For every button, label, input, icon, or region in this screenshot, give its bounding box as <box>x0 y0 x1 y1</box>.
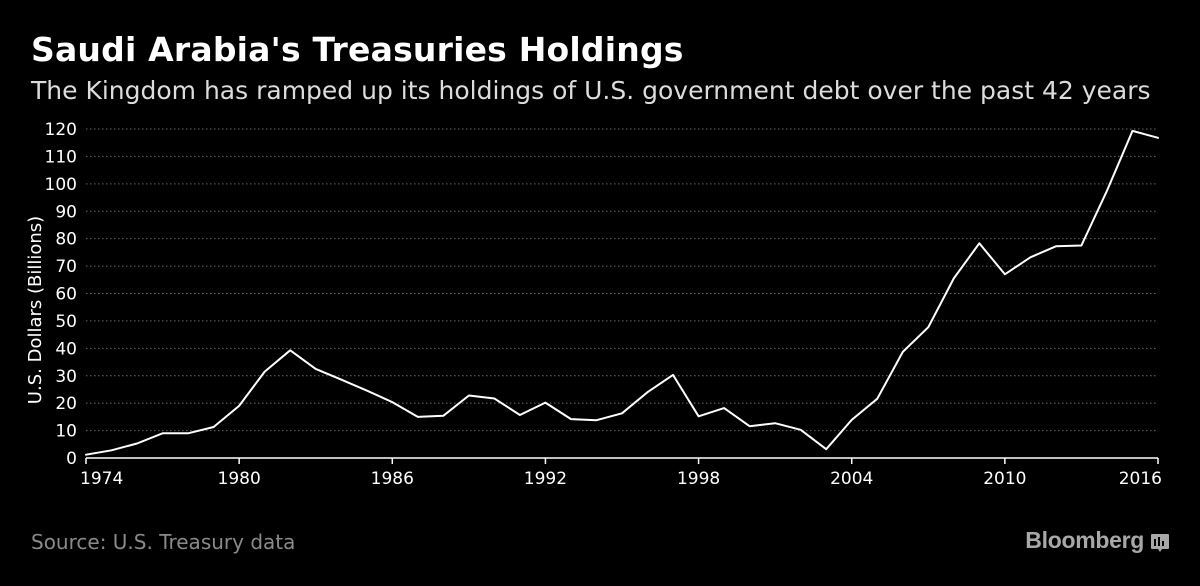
brand-name: Bloomberg <box>1025 527 1144 553</box>
x-tick-label-1998: 1998 <box>677 469 720 489</box>
x-tick-label-1986: 1986 <box>371 469 414 489</box>
x-tick-label-2010: 2010 <box>983 469 1026 489</box>
x-tick-label-2004: 2004 <box>830 469 873 489</box>
y-tick-label-50: 50 <box>55 312 77 332</box>
y-tick-label-80: 80 <box>55 230 77 250</box>
x-tick-label-1992: 1992 <box>524 469 567 489</box>
source-note: Source: U.S. Treasury data <box>31 530 296 554</box>
chart-subtitle: The Kingdom has ramped up its holdings o… <box>31 76 1151 105</box>
series-line-treasuries-holdings <box>85 129 1159 456</box>
x-tick-label-1974: 1974 <box>80 469 123 489</box>
gridlines <box>86 128 1158 432</box>
y-tick-label-0: 0 <box>66 449 77 469</box>
y-tick-label-90: 90 <box>55 202 77 222</box>
x-axis-ticks: 1974 1980 1986 1992 1998 2004 2010 2016 <box>80 457 1162 489</box>
chart-title: Saudi Arabia's Treasuries Holdings <box>31 30 684 69</box>
brand-logo: Bloomberg <box>1025 527 1170 554</box>
y-tick-label-60: 60 <box>55 285 77 305</box>
y-tick-label-120: 120 <box>45 120 77 140</box>
y-tick-label-100: 100 <box>45 175 77 195</box>
x-tick-label-1980: 1980 <box>218 469 261 489</box>
y-tick-label-40: 40 <box>55 339 77 359</box>
bloomberg-bars-icon <box>1151 533 1169 552</box>
y-axis-ticks: 0 10 20 30 40 50 60 70 80 90 100 110 120 <box>45 120 77 469</box>
y-tick-label-110: 110 <box>45 147 77 167</box>
y-axis-title: U.S. Dollars (Billions) <box>25 216 46 404</box>
y-tick-label-10: 10 <box>55 422 77 442</box>
y-tick-label-70: 70 <box>55 257 77 277</box>
data-points <box>86 131 1158 455</box>
y-tick-label-20: 20 <box>55 394 77 414</box>
x-tick-label-2016: 2016 <box>1119 469 1162 489</box>
y-tick-label-30: 30 <box>55 367 77 387</box>
